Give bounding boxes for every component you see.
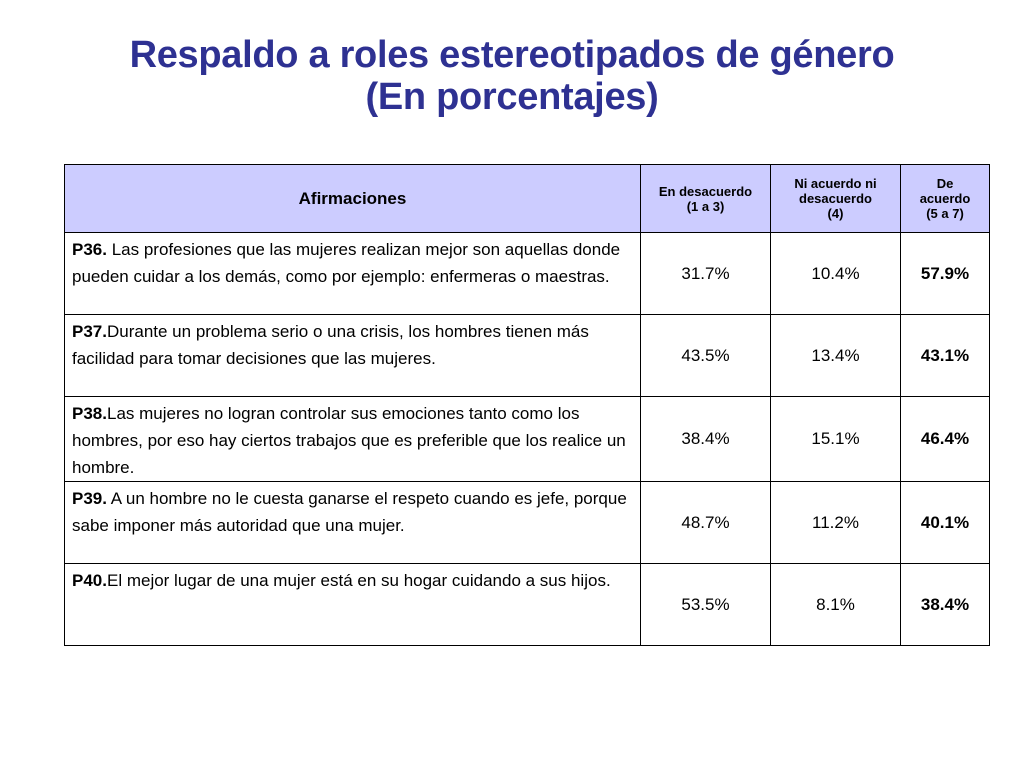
statement-cell: P37.Durante un problema serio o una cris… [64,314,641,397]
value-ni-acuerdo: 10.4% [770,232,901,315]
table-row: P40.El mejor lugar de una mujer está en … [64,563,990,646]
value-desacuerdo: 38.4% [640,396,771,482]
header-acuerdo: De acuerdo (5 a 7) [900,164,990,233]
value-acuerdo: 43.1% [900,314,990,397]
value-ni-acuerdo: 11.2% [770,481,901,564]
table-row: P37.Durante un problema serio o una cris… [64,314,990,397]
table-row: P36. Las profesiones que las mujeres rea… [64,232,990,315]
header-desacuerdo-line-2: (1 a 3) [686,198,725,214]
title-line-1: Respaldo a roles estereotipados de géner… [129,34,895,76]
value-acuerdo: 40.1% [900,481,990,564]
value-desacuerdo: 31.7% [640,232,771,315]
value-ni-acuerdo: 8.1% [770,563,901,646]
header-acuerdo-line-1: De [936,176,954,191]
value-desacuerdo: 43.5% [640,314,771,397]
title-line-2: (En porcentajes) [365,76,659,118]
statement-cell: P39. A un hombre no le cuesta ganarse el… [64,481,641,564]
header-desacuerdo-line-1: En desacuerdo [658,183,753,199]
header-desacuerdo: En desacuerdo (1 a 3) [640,164,771,233]
value-acuerdo: 57.9% [900,232,990,315]
table-row: P38.Las mujeres no logran controlar sus … [64,396,990,482]
statement-text: A un hombre no le cuesta ganarse el resp… [72,489,627,535]
value-acuerdo: 46.4% [900,396,990,482]
question-code: P37. [72,322,107,341]
statement-cell: P40.El mejor lugar de una mujer está en … [64,563,641,646]
header-afirmaciones: Afirmaciones [64,164,641,233]
statement-text: Las profesiones que las mujeres realizan… [72,240,621,286]
page-title: Respaldo a roles estereotipados de géner… [0,34,1024,118]
value-ni-acuerdo: 15.1% [770,396,901,482]
statement-cell: P36. Las profesiones que las mujeres rea… [64,232,641,315]
value-acuerdo: 38.4% [900,563,990,646]
question-code: P38. [72,404,107,423]
question-code: P40. [72,571,107,590]
statement-cell: P38.Las mujeres no logran controlar sus … [64,396,641,482]
statement-text: Durante un problema serio o una crisis, … [72,322,589,368]
value-desacuerdo: 53.5% [640,563,771,646]
header-ni-acuerdo: Ni acuerdo ni desacuerdo (4) [770,164,901,233]
header-acuerdo-line-3: (5 a 7) [926,206,964,221]
statement-text: El mejor lugar de una mujer está en su h… [106,571,611,590]
value-ni-acuerdo: 13.4% [770,314,901,397]
header-ni-line-1: Ni acuerdo ni [794,176,877,191]
results-table: Afirmaciones En desacuerdo (1 a 3) Ni ac… [64,164,990,646]
value-desacuerdo: 48.7% [640,481,771,564]
header-acuerdo-line-2: acuerdo [919,191,971,206]
header-ni-line-2: desacuerdo [799,191,872,206]
statement-text: Las mujeres no logran controlar sus emoc… [72,404,626,477]
header-ni-line-3: (4) [827,206,844,221]
question-code: P36. [72,240,107,259]
table-row: P39. A un hombre no le cuesta ganarse el… [64,481,990,564]
table-header-row: Afirmaciones En desacuerdo (1 a 3) Ni ac… [64,164,990,233]
question-code: P39. [72,489,107,508]
